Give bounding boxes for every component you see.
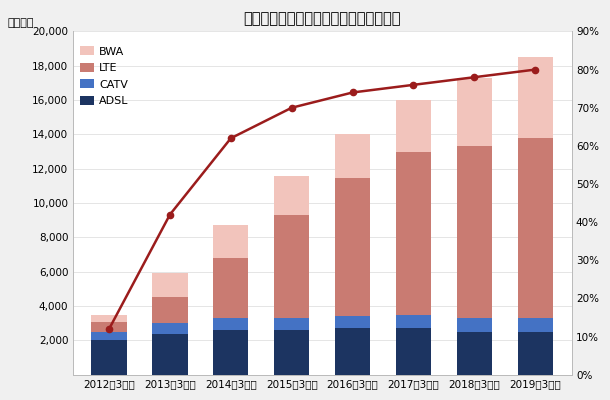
Bar	[335, 328, 370, 375]
Bar	[213, 258, 248, 318]
Bar	[457, 78, 492, 146]
Bar	[517, 332, 553, 375]
Bar	[457, 146, 492, 318]
Bar	[396, 315, 431, 328]
Bar	[152, 323, 188, 334]
Bar	[517, 138, 553, 318]
Bar	[517, 57, 553, 138]
Bar	[213, 330, 248, 375]
Bar	[92, 340, 127, 375]
Title: 【ブロードバンド契約数の推移・予測】: 【ブロードバンド契約数の推移・予測】	[243, 11, 401, 26]
Bar	[274, 176, 309, 215]
Bar	[274, 215, 309, 318]
Bar	[213, 318, 248, 330]
Bar	[92, 322, 127, 332]
Bar	[92, 332, 127, 340]
Bar	[274, 318, 309, 330]
Bar	[213, 225, 248, 258]
Bar	[396, 152, 431, 315]
Bar	[396, 328, 431, 375]
Legend: BWA, LTE, CATV, ADSL: BWA, LTE, CATV, ADSL	[78, 44, 131, 108]
Bar	[335, 134, 370, 178]
Bar	[152, 298, 188, 323]
Bar	[517, 318, 553, 332]
Bar	[152, 334, 188, 375]
Bar	[335, 178, 370, 316]
Bar	[396, 100, 431, 152]
Text: （万件）: （万件）	[8, 18, 34, 28]
Bar	[152, 274, 188, 298]
Bar	[457, 318, 492, 332]
Bar	[274, 330, 309, 375]
Bar	[335, 316, 370, 328]
Bar	[457, 332, 492, 375]
Bar	[92, 315, 127, 322]
